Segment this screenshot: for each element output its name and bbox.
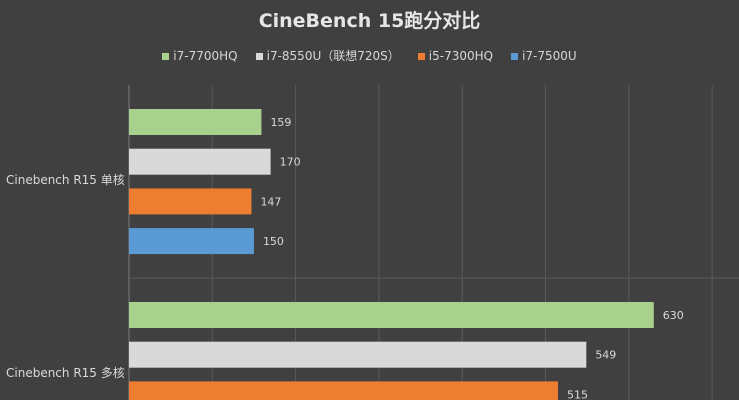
legend-label: i7-8550U（联想720S） [266, 49, 400, 63]
category-label: Cinebench R15 单核 [6, 173, 125, 187]
category-label: Cinebench R15 多核 [6, 366, 125, 380]
legend-label: i7-7500U [522, 49, 577, 63]
legend-label: i5-7300HQ [428, 49, 494, 63]
data-label: 549 [595, 349, 616, 362]
data-label: 515 [567, 388, 588, 400]
bar [129, 381, 558, 400]
legend-item: i5-7300HQ [417, 48, 494, 64]
legend: i7-7700HQ i7-8550U（联想720S） i5-7300HQ i7-750… [0, 48, 739, 64]
legend-label: i7-7700HQ [173, 49, 238, 63]
data-label: 170 [280, 156, 301, 169]
bar [129, 341, 587, 368]
data-label: 159 [270, 116, 291, 129]
chart-title: CineBench 15跑分对比 [258, 10, 481, 32]
legend-item: i7-8550U（联想720S） [255, 48, 400, 64]
legend-item: i7-7700HQ [162, 48, 238, 64]
bar [129, 302, 654, 328]
legend-swatch [417, 52, 425, 60]
legend-item: i7-7500U [511, 48, 577, 64]
legend-swatch [511, 52, 519, 60]
legend-swatch [255, 52, 263, 60]
bar [129, 228, 254, 255]
bar [129, 188, 252, 215]
legend-swatch [162, 52, 170, 60]
data-label: 630 [663, 309, 684, 322]
data-label: 150 [263, 235, 284, 248]
bar [129, 148, 271, 175]
bar [129, 109, 262, 135]
data-label: 147 [260, 195, 281, 208]
